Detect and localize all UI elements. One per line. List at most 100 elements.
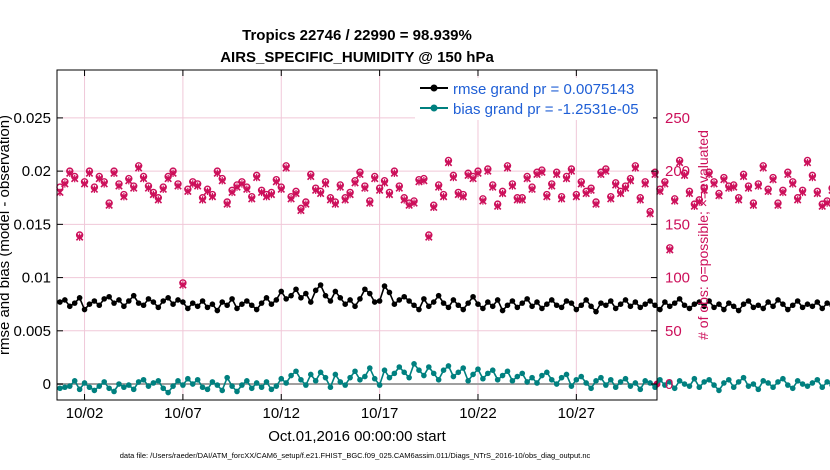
bias-point	[460, 365, 467, 371]
bias-point	[332, 371, 339, 378]
obs-evaluated-point	[336, 183, 345, 191]
x-tick-label: 10/22	[459, 405, 497, 422]
x-tick-label: 10/12	[262, 405, 300, 422]
obs-evaluated-point	[769, 175, 777, 184]
obs-evaluated-point	[425, 233, 433, 241]
rmse-point	[347, 297, 353, 303]
y-right-tick-label: 100	[665, 270, 690, 287]
obs-evaluated-point	[784, 170, 792, 179]
bias-point	[652, 384, 658, 391]
rmse-point	[229, 296, 235, 302]
rmse-point	[593, 308, 599, 315]
rmse-point	[814, 299, 821, 305]
bias-point	[701, 379, 708, 385]
obs-evaluated-point	[243, 185, 251, 193]
obs-evaluated-point	[429, 203, 438, 212]
obs-evaluated-point	[390, 169, 399, 178]
rmse-point	[224, 302, 230, 309]
rmse-point	[819, 305, 826, 312]
rmse-point	[307, 299, 314, 305]
rmse-point	[71, 300, 78, 306]
obs-evaluated-point	[361, 184, 369, 192]
obs-evaluated-point	[813, 189, 822, 198]
obs-evaluated-point	[656, 187, 664, 196]
bias-point	[219, 387, 226, 394]
bias-point	[745, 383, 752, 389]
rmse-point	[617, 301, 624, 307]
obs-evaluated-point	[749, 201, 758, 209]
rmse-point	[57, 299, 63, 305]
legend-rmse-label: rmse grand pr = 0.0075143	[453, 81, 634, 98]
rmse-point	[440, 300, 447, 306]
obs-evaluated-point	[247, 195, 256, 203]
y-right-tick-label: 0	[665, 376, 673, 393]
rmse-point	[514, 304, 521, 311]
obs-evaluated-point	[444, 158, 453, 167]
bias-point	[809, 380, 816, 386]
rmse-point	[209, 301, 216, 307]
bias-point	[312, 378, 319, 384]
obs-evaluated-point	[646, 209, 654, 218]
obs-evaluated-point	[734, 196, 743, 204]
rmse-point	[612, 305, 619, 312]
obs-evaluated-point	[302, 200, 310, 208]
bias-point	[691, 375, 698, 382]
rmse-point	[662, 299, 668, 305]
obs-evaluated-point	[120, 192, 128, 201]
obs-evaluated-point	[533, 170, 541, 179]
obs-evaluated-point	[223, 200, 231, 208]
rmse-point	[553, 302, 560, 309]
obs-evaluated-point	[61, 180, 69, 188]
obs-evaluated-point	[508, 182, 517, 190]
obs-evaluated-point	[503, 164, 512, 172]
obs-evaluated-point	[198, 196, 207, 204]
obs-evaluated-point	[292, 189, 300, 198]
obs-evaluated-point	[375, 186, 384, 195]
rmse-point	[716, 301, 722, 307]
rmse-point	[121, 303, 127, 310]
bias-point	[681, 381, 688, 387]
rmse-point	[312, 287, 319, 294]
rmse-point	[583, 297, 589, 303]
obs-evaluated-point	[518, 196, 527, 204]
bias-point	[62, 384, 68, 391]
bias-point	[593, 378, 599, 384]
rmse-point	[632, 299, 639, 305]
rmse-point	[293, 286, 299, 293]
rmse-point	[411, 302, 417, 309]
bias-point	[396, 364, 403, 370]
obs-evaluated-point	[208, 192, 217, 201]
rmse-point	[789, 302, 796, 309]
rmse-point	[450, 297, 457, 303]
bias-point	[494, 376, 501, 383]
rmse-point	[519, 300, 526, 306]
bias-point	[775, 379, 781, 385]
obs-evaluated-point	[788, 180, 797, 188]
obs-evaluated-point	[144, 184, 153, 192]
rmse-point	[588, 303, 594, 310]
bias-point	[239, 382, 245, 388]
legend-bias-marker	[430, 104, 438, 112]
rmse-point	[647, 298, 653, 304]
y-right-tick-label: 200	[665, 163, 690, 180]
rmse-point	[371, 299, 378, 305]
obs-evaluated-point	[267, 190, 276, 199]
obs-evaluated-point	[311, 186, 320, 195]
obs-evaluated-point	[454, 190, 463, 199]
bias-point	[657, 376, 663, 383]
bias-point	[209, 379, 216, 385]
bias-point	[386, 374, 393, 381]
rmse-point	[337, 295, 344, 301]
rmse-point	[711, 304, 717, 311]
rmse-point	[170, 301, 176, 307]
bias-point	[273, 383, 280, 389]
obs-evaluated-point	[597, 170, 605, 179]
bias-point	[514, 373, 521, 380]
rmse-point	[657, 306, 663, 313]
rmse-point	[426, 303, 432, 310]
bias-point	[627, 383, 634, 389]
obs-evaluated-point	[331, 200, 340, 208]
rmse-point	[701, 303, 708, 310]
rmse-point	[652, 302, 658, 309]
bias-point	[91, 387, 98, 394]
